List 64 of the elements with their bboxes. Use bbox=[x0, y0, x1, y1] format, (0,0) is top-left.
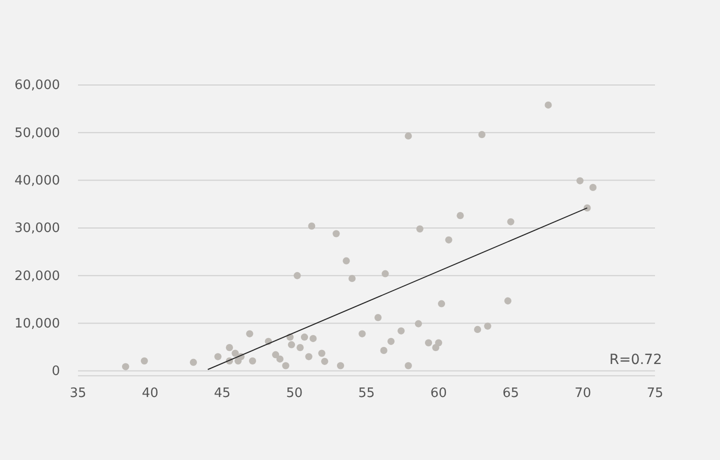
point bbox=[445, 236, 452, 244]
x-tick-label: 45 bbox=[214, 386, 231, 401]
point bbox=[140, 357, 148, 364]
point bbox=[122, 363, 130, 370]
point bbox=[246, 330, 254, 338]
point bbox=[387, 338, 395, 345]
x-tick-label: 70 bbox=[574, 386, 592, 401]
point bbox=[318, 350, 326, 357]
y-tick-label: 40,000 bbox=[14, 173, 60, 188]
point bbox=[507, 218, 514, 226]
x-tick-label: 35 bbox=[70, 386, 86, 401]
point bbox=[358, 330, 366, 338]
y-tick-label: 20,000 bbox=[14, 268, 60, 284]
x-tick-label: 75 bbox=[646, 386, 664, 401]
point bbox=[300, 334, 308, 341]
point bbox=[272, 351, 280, 358]
point bbox=[544, 101, 552, 109]
point bbox=[404, 362, 412, 370]
y-tick-label: 50,000 bbox=[14, 126, 60, 141]
point bbox=[398, 327, 405, 334]
point bbox=[310, 334, 317, 342]
point bbox=[374, 314, 382, 322]
point bbox=[190, 358, 197, 366]
point bbox=[305, 353, 312, 360]
point bbox=[348, 274, 356, 282]
x-tick-label: 60 bbox=[430, 386, 447, 401]
point bbox=[484, 322, 492, 330]
point bbox=[404, 132, 412, 140]
point bbox=[336, 362, 344, 370]
point bbox=[294, 272, 301, 280]
y-tick-label: 0 bbox=[52, 364, 60, 380]
point bbox=[504, 297, 512, 304]
y-tick-label: 30,000 bbox=[14, 221, 60, 236]
point bbox=[380, 346, 388, 354]
point bbox=[296, 344, 304, 352]
point bbox=[214, 353, 222, 360]
point bbox=[435, 339, 442, 346]
point bbox=[478, 131, 486, 138]
x-tick-label: 55 bbox=[358, 386, 375, 401]
point bbox=[282, 362, 290, 370]
point bbox=[589, 184, 597, 192]
y-tick-label: 60,000 bbox=[14, 78, 60, 94]
point bbox=[416, 225, 424, 232]
point bbox=[276, 355, 284, 363]
x-tick-label: 50 bbox=[286, 386, 303, 401]
point bbox=[226, 344, 234, 352]
point bbox=[576, 177, 584, 184]
y-tick-label: 10,000 bbox=[14, 316, 60, 332]
point bbox=[414, 320, 422, 328]
point bbox=[342, 257, 350, 264]
point bbox=[321, 358, 328, 365]
point bbox=[382, 270, 389, 278]
point bbox=[332, 230, 340, 238]
point bbox=[232, 350, 239, 357]
point bbox=[456, 212, 464, 220]
point bbox=[248, 357, 256, 364]
x-tick-label: 65 bbox=[502, 386, 520, 401]
point bbox=[474, 326, 482, 334]
annotation: R=0.72 bbox=[609, 352, 662, 368]
point bbox=[438, 300, 446, 308]
point bbox=[288, 341, 296, 348]
point bbox=[424, 339, 432, 346]
point bbox=[308, 222, 316, 230]
x-tick-label: 40 bbox=[142, 386, 158, 401]
